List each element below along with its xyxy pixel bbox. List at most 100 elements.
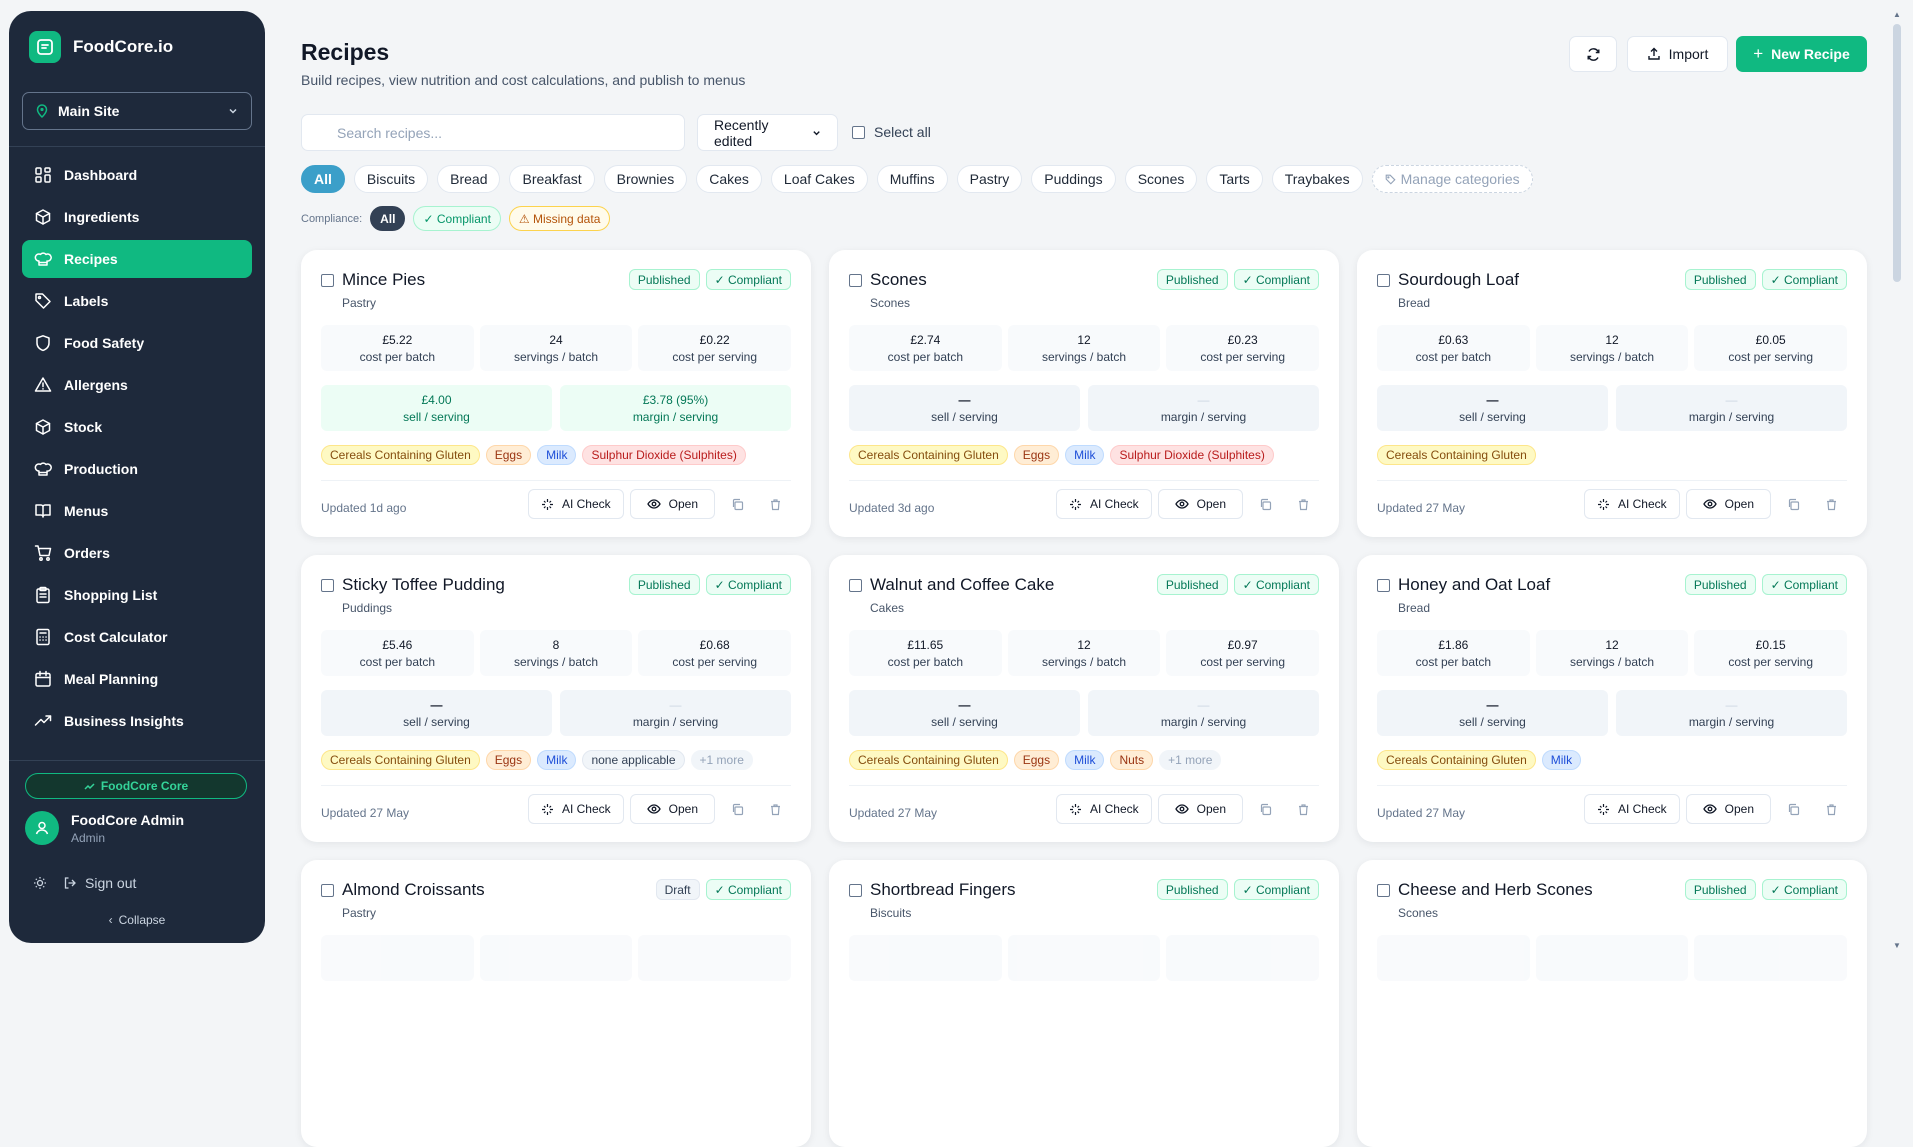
delete-button[interactable] bbox=[759, 489, 791, 519]
open-button[interactable]: Open bbox=[1157, 489, 1243, 519]
user-profile[interactable]: FoodCore Admin Admin bbox=[25, 811, 184, 845]
recipe-card[interactable]: Cheese and Herb Scones Scones Published ✓ C… bbox=[1357, 860, 1867, 1147]
recipe-card[interactable]: Almond Croissants Pastry Draft ✓ Compliant bbox=[301, 860, 811, 1147]
recipe-select-checkbox[interactable] bbox=[1377, 274, 1390, 287]
recipe-select-checkbox[interactable] bbox=[849, 579, 862, 592]
duplicate-button[interactable] bbox=[721, 794, 753, 824]
duplicate-button[interactable] bbox=[721, 489, 753, 519]
delete-button[interactable] bbox=[1287, 489, 1319, 519]
sidebar-item-meal-planning[interactable]: Meal Planning bbox=[22, 660, 252, 698]
theme-toggle-icon[interactable] bbox=[33, 876, 47, 890]
servings-per-batch: 12 servings / batch bbox=[1535, 630, 1689, 676]
manage-categories-button[interactable]: Manage categories bbox=[1371, 165, 1533, 193]
recipe-select-checkbox[interactable] bbox=[1377, 579, 1390, 592]
category-chip-brownies[interactable]: Brownies bbox=[603, 165, 688, 193]
category-chip-muffins[interactable]: Muffins bbox=[876, 165, 948, 193]
brand[interactable]: FoodCore.io bbox=[29, 31, 173, 63]
sidebar-item-dashboard[interactable]: Dashboard bbox=[22, 156, 252, 194]
recipe-card[interactable]: Scones Scones Published ✓ Compliant £2.74 cos… bbox=[829, 250, 1339, 537]
category-chip-breakfast[interactable]: Breakfast bbox=[509, 165, 595, 193]
open-button[interactable]: Open bbox=[629, 794, 715, 824]
category-chip-tarts[interactable]: Tarts bbox=[1206, 165, 1263, 193]
sidebar-item-cost-calculator[interactable]: Cost Calculator bbox=[22, 618, 252, 656]
open-button[interactable]: Open bbox=[629, 489, 715, 519]
recipe-card[interactable]: Walnut and Coffee Cake Cakes Published ✓ Co… bbox=[829, 555, 1339, 842]
category-chip-bread[interactable]: Bread bbox=[437, 165, 501, 193]
delete-button[interactable] bbox=[1287, 794, 1319, 824]
ai-check-button[interactable]: AI Check bbox=[1583, 489, 1680, 519]
warning-icon bbox=[34, 377, 52, 392]
duplicate-button[interactable] bbox=[1249, 489, 1281, 519]
select-all[interactable]: Select all bbox=[852, 124, 931, 140]
sidebar-item-labels[interactable]: Labels bbox=[22, 282, 252, 320]
compliance-compliant-chip[interactable]: ✓ Compliant bbox=[413, 206, 501, 231]
search-input[interactable]: Search recipes... bbox=[301, 114, 685, 151]
select-all-checkbox[interactable] bbox=[852, 125, 865, 139]
duplicate-button[interactable] bbox=[1777, 489, 1809, 519]
sidebar-item-production[interactable]: Production bbox=[22, 450, 252, 488]
recipe-card[interactable]: Mince Pies Pastry Published ✓ Compliant £5.2… bbox=[301, 250, 811, 537]
recipe-select-checkbox[interactable] bbox=[849, 274, 862, 287]
recipe-select-checkbox[interactable] bbox=[321, 884, 334, 897]
refresh-button[interactable] bbox=[1569, 36, 1617, 72]
category-chip-biscuits[interactable]: Biscuits bbox=[353, 165, 429, 193]
category-chip-all[interactable]: All bbox=[301, 165, 345, 193]
open-button[interactable]: Open bbox=[1157, 794, 1243, 824]
delete-button[interactable] bbox=[1815, 794, 1847, 824]
scroll-down-icon[interactable]: ▼ bbox=[1893, 941, 1901, 950]
sidebar-item-shopping-list[interactable]: Shopping List bbox=[22, 576, 252, 614]
collapse-button[interactable]: ‹ Collapse bbox=[9, 913, 265, 927]
category-chip-traybakes[interactable]: Traybakes bbox=[1271, 165, 1363, 193]
sidebar-item-menus[interactable]: Menus bbox=[22, 492, 252, 530]
ai-check-button[interactable]: AI Check bbox=[1583, 794, 1680, 824]
delete-button[interactable] bbox=[759, 794, 791, 824]
sidebar-item-recipes[interactable]: Recipes bbox=[22, 240, 252, 278]
trend-icon bbox=[84, 782, 95, 790]
sidebar-item-ingredients[interactable]: Ingredients bbox=[22, 198, 252, 236]
plan-badge[interactable]: FoodCore Core bbox=[25, 773, 247, 799]
ai-check-button[interactable]: AI Check bbox=[1055, 489, 1152, 519]
category-chip-pastry[interactable]: Pastry bbox=[956, 165, 1023, 193]
category-chip-loaf-cakes[interactable]: Loaf Cakes bbox=[770, 165, 868, 193]
category-chip-puddings[interactable]: Puddings bbox=[1031, 165, 1116, 193]
category-chip-cakes[interactable]: Cakes bbox=[696, 165, 762, 193]
scrollbar-thumb[interactable] bbox=[1893, 24, 1901, 282]
recipe-card[interactable]: Sourdough Loaf Bread Published ✓ Compliant £… bbox=[1357, 250, 1867, 537]
new-recipe-button[interactable]: + New Recipe bbox=[1736, 36, 1867, 72]
sort-select[interactable]: Recently edited bbox=[697, 114, 838, 151]
ai-check-button[interactable]: AI Check bbox=[527, 489, 624, 519]
recipe-card[interactable]: Sticky Toffee Pudding Puddings Published ✓ … bbox=[301, 555, 811, 842]
site-selector[interactable]: Main Site bbox=[22, 92, 252, 130]
sidebar-item-label: Allergens bbox=[64, 377, 128, 393]
open-button[interactable]: Open bbox=[1685, 794, 1771, 824]
servings-per-batch: 12 servings / batch bbox=[1007, 325, 1161, 371]
compliance-all-chip[interactable]: All bbox=[370, 206, 406, 231]
sidebar-item-allergens[interactable]: Allergens bbox=[22, 366, 252, 404]
recipe-select-checkbox[interactable] bbox=[321, 579, 334, 592]
recipe-card[interactable]: Shortbread Fingers Biscuits Published ✓ Com… bbox=[829, 860, 1339, 1147]
scroll-up-icon[interactable]: ▲ bbox=[1893, 10, 1901, 19]
recipe-select-checkbox[interactable] bbox=[321, 274, 334, 287]
sidebar-item-stock[interactable]: Stock bbox=[22, 408, 252, 446]
delete-button[interactable] bbox=[1815, 489, 1847, 519]
sidebar-item-food-safety[interactable]: Food Safety bbox=[22, 324, 252, 362]
ai-check-button[interactable]: AI Check bbox=[1055, 794, 1152, 824]
duplicate-button[interactable] bbox=[1249, 794, 1281, 824]
cost-per-serving: £0.05 cost per serving bbox=[1694, 325, 1848, 371]
sidebar-item-orders[interactable]: Orders bbox=[22, 534, 252, 572]
collapse-label: Collapse bbox=[118, 913, 166, 927]
user-icon bbox=[35, 821, 49, 835]
category-chip-scones[interactable]: Scones bbox=[1124, 165, 1198, 193]
signout-button[interactable]: Sign out bbox=[63, 875, 136, 891]
sidebar-item-business-insights[interactable]: Business Insights bbox=[22, 702, 252, 740]
duplicate-button[interactable] bbox=[1777, 794, 1809, 824]
copy-icon bbox=[732, 498, 743, 510]
recipe-card[interactable]: Honey and Oat Loaf Bread Published ✓ Compli… bbox=[1357, 555, 1867, 842]
recipe-select-checkbox[interactable] bbox=[1377, 884, 1390, 897]
recipe-category: Pastry bbox=[342, 906, 377, 920]
import-button[interactable]: Import bbox=[1627, 36, 1728, 72]
open-button[interactable]: Open bbox=[1685, 489, 1771, 519]
ai-check-button[interactable]: AI Check bbox=[527, 794, 624, 824]
compliance-missing-chip[interactable]: ⚠ Missing data bbox=[508, 206, 611, 231]
recipe-select-checkbox[interactable] bbox=[849, 884, 862, 897]
